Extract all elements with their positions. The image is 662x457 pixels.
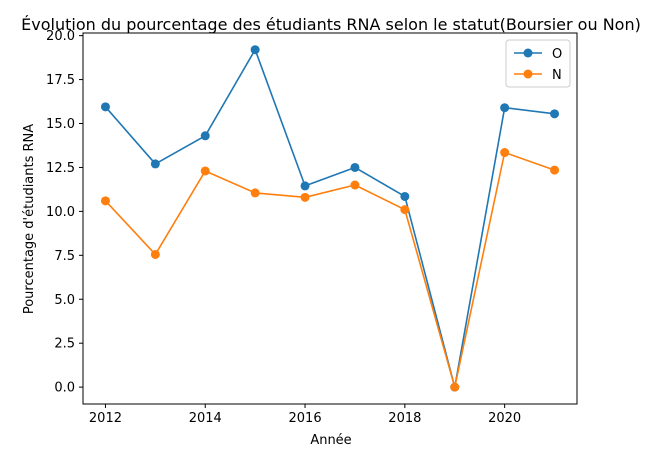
data-point-o-2014 bbox=[200, 131, 210, 141]
legend-box bbox=[505, 39, 571, 88]
legend-marker bbox=[523, 69, 533, 79]
data-point-n-2019 bbox=[450, 382, 460, 392]
data-point-o-2015 bbox=[250, 45, 260, 55]
data-point-o-2018 bbox=[400, 191, 410, 201]
data-point-n-2017 bbox=[350, 180, 360, 190]
legend-label: N bbox=[552, 68, 562, 83]
data-point-n-2012 bbox=[100, 196, 110, 206]
data-point-n-2021 bbox=[550, 165, 560, 175]
x-tick-label: 2012 bbox=[89, 411, 122, 426]
data-point-o-2012 bbox=[100, 102, 110, 112]
series-line-n bbox=[104, 151, 555, 388]
data-point-n-2020 bbox=[500, 148, 510, 158]
data-point-o-2020 bbox=[500, 103, 510, 113]
data-point-n-2015 bbox=[250, 188, 260, 198]
data-point-n-2013 bbox=[150, 249, 160, 259]
data-point-o-2013 bbox=[150, 159, 160, 169]
y-tick-label: 2.5 bbox=[54, 337, 75, 352]
series-o bbox=[100, 45, 560, 392]
plot-area-border bbox=[82, 32, 578, 405]
data-point-n-2018 bbox=[400, 205, 410, 215]
y-tick-label: 15.0 bbox=[46, 117, 75, 132]
series-layer bbox=[100, 45, 560, 392]
data-point-o-2017 bbox=[350, 162, 360, 172]
axes-frame bbox=[82, 32, 578, 405]
y-tick-label: 0.0 bbox=[54, 381, 75, 396]
data-point-o-2016 bbox=[300, 181, 310, 191]
x-tick-label: 2014 bbox=[189, 411, 222, 426]
y-tick-label: 5.0 bbox=[54, 293, 75, 308]
y-tick-label: 7.5 bbox=[54, 249, 75, 264]
legend-marker bbox=[523, 48, 533, 58]
y-tick-label: 12.5 bbox=[46, 161, 75, 176]
x-tick-label: 2016 bbox=[289, 411, 322, 426]
x-tick-label: 2018 bbox=[388, 411, 421, 426]
data-point-n-2014 bbox=[200, 166, 210, 176]
y-axis-label: Pourcentage d'étudiants RNA bbox=[22, 124, 37, 314]
x-axis-label: Année bbox=[310, 433, 351, 448]
x-axis-ticks: 2012 2014 2016 2018 2020 bbox=[89, 404, 521, 426]
y-tick-label: 10.0 bbox=[46, 205, 75, 220]
y-tick-label: 20.0 bbox=[46, 29, 75, 44]
data-point-n-2016 bbox=[300, 192, 310, 202]
x-tick-label: 2020 bbox=[488, 411, 521, 426]
legend: ON bbox=[505, 39, 571, 88]
chart-title: Évolution du pourcentage des étudiants R… bbox=[21, 15, 641, 34]
series-n bbox=[100, 148, 560, 392]
legend-label: O bbox=[552, 47, 562, 62]
series-line-o bbox=[104, 48, 555, 388]
legend-item-o: O bbox=[514, 47, 562, 62]
y-tick-label: 17.5 bbox=[46, 73, 75, 88]
legend-item-n: N bbox=[514, 68, 562, 83]
y-axis-ticks: 0.0 2.5 5.0 7.5 10.0 12.5 15.0 17.5 20.0 bbox=[46, 29, 83, 396]
data-point-o-2021 bbox=[550, 109, 560, 119]
